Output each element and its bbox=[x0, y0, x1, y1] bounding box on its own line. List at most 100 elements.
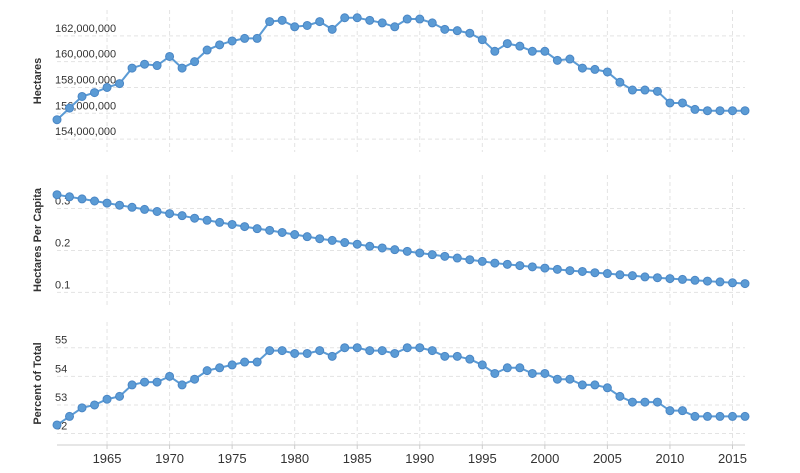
data-point bbox=[665, 406, 675, 416]
data-point bbox=[352, 343, 362, 353]
data-point bbox=[102, 198, 112, 208]
data-point bbox=[390, 245, 400, 255]
data-point bbox=[565, 374, 575, 384]
data-point bbox=[552, 264, 562, 274]
data-point bbox=[215, 363, 225, 373]
data-point bbox=[352, 239, 362, 249]
x-tick-label: 1975 bbox=[218, 451, 247, 466]
data-point bbox=[565, 266, 575, 276]
data-point bbox=[302, 348, 312, 358]
y-tick-label: 53 bbox=[55, 392, 67, 404]
data-point bbox=[190, 213, 200, 223]
data-point bbox=[202, 215, 212, 225]
data-point bbox=[602, 67, 612, 77]
data-point bbox=[627, 85, 637, 95]
data-point bbox=[527, 262, 537, 272]
data-point bbox=[77, 91, 87, 101]
data-point bbox=[465, 354, 475, 364]
data-point bbox=[490, 258, 500, 268]
data-point bbox=[315, 234, 325, 244]
data-point bbox=[502, 259, 512, 269]
data-point bbox=[127, 380, 137, 390]
data-point bbox=[552, 55, 562, 65]
data-point bbox=[90, 400, 100, 410]
data-point bbox=[227, 360, 237, 370]
data-point bbox=[477, 360, 487, 370]
data-point bbox=[427, 250, 437, 260]
data-point bbox=[65, 103, 75, 113]
data-point bbox=[140, 59, 150, 69]
data-point bbox=[290, 230, 300, 240]
data-point bbox=[540, 46, 550, 56]
data-point bbox=[577, 266, 587, 276]
data-point bbox=[590, 64, 600, 74]
data-point bbox=[90, 88, 100, 98]
data-point bbox=[415, 14, 425, 24]
data-point bbox=[202, 366, 212, 376]
y-axis-label: Hectares Per Capita bbox=[32, 187, 44, 292]
data-point bbox=[327, 24, 337, 34]
x-tick-label: 2000 bbox=[530, 451, 559, 466]
data-point bbox=[477, 256, 487, 266]
data-point bbox=[115, 79, 125, 89]
data-point bbox=[265, 346, 275, 356]
x-tick-label: 1990 bbox=[405, 451, 434, 466]
data-point bbox=[452, 351, 462, 361]
data-point bbox=[740, 279, 750, 289]
y-tick-label: 156,000,000 bbox=[55, 100, 116, 112]
data-point bbox=[440, 24, 450, 34]
y-tick-label: 162,000,000 bbox=[55, 23, 116, 35]
data-point bbox=[540, 368, 550, 378]
data-point bbox=[515, 363, 525, 373]
data-point bbox=[677, 98, 687, 108]
data-point bbox=[702, 106, 712, 116]
y-tick-label: 158,000,000 bbox=[55, 74, 116, 86]
data-point bbox=[365, 241, 375, 251]
y-tick-label: 154,000,000 bbox=[55, 126, 116, 138]
data-point bbox=[615, 391, 625, 401]
data-point bbox=[277, 227, 287, 237]
data-point bbox=[527, 46, 537, 56]
y-axis-label: Hectares bbox=[32, 58, 44, 104]
data-point bbox=[140, 377, 150, 387]
x-tick-label: 1965 bbox=[93, 451, 122, 466]
data-point bbox=[665, 274, 675, 284]
data-point bbox=[152, 206, 162, 216]
x-tick-label: 1970 bbox=[155, 451, 184, 466]
data-point bbox=[52, 420, 62, 430]
data-point bbox=[640, 272, 650, 282]
data-point bbox=[90, 196, 100, 206]
data-point bbox=[665, 98, 675, 108]
x-tick-label: 2010 bbox=[655, 451, 684, 466]
data-point bbox=[690, 411, 700, 421]
data-point bbox=[352, 13, 362, 23]
data-point bbox=[115, 200, 125, 210]
y-axis-label: Percent of Total bbox=[32, 342, 44, 424]
data-point bbox=[477, 35, 487, 45]
data-point bbox=[427, 346, 437, 356]
y-tick-label: 54 bbox=[55, 363, 67, 375]
data-point bbox=[77, 194, 87, 204]
data-point bbox=[327, 351, 337, 361]
data-point bbox=[727, 106, 737, 116]
y-tick-label: 160,000,000 bbox=[55, 49, 116, 61]
data-point bbox=[465, 28, 475, 38]
data-point bbox=[252, 224, 262, 234]
data-point bbox=[252, 33, 262, 43]
data-point bbox=[640, 397, 650, 407]
data-point bbox=[527, 368, 537, 378]
data-point bbox=[177, 211, 187, 221]
data-point bbox=[290, 22, 300, 32]
x-tick-label: 1985 bbox=[343, 451, 372, 466]
data-point bbox=[265, 17, 275, 27]
data-point bbox=[677, 274, 687, 284]
data-point bbox=[177, 63, 187, 73]
data-point bbox=[315, 346, 325, 356]
data-point bbox=[415, 343, 425, 353]
data-point bbox=[390, 22, 400, 32]
data-point bbox=[340, 238, 350, 248]
data-point bbox=[215, 217, 225, 227]
x-tick-label: 2005 bbox=[593, 451, 622, 466]
